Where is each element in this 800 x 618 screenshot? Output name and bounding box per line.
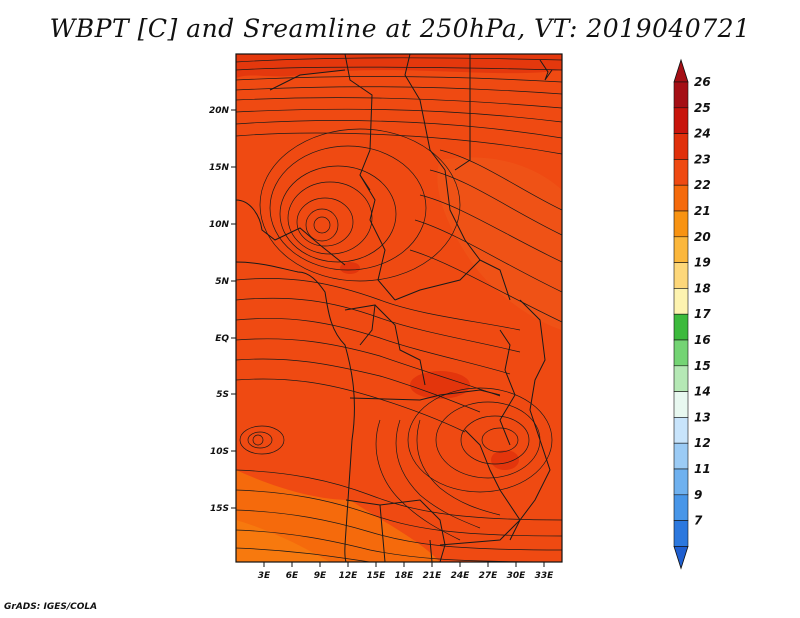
colorbar-label: 17 (694, 307, 711, 321)
map-frame (235, 53, 563, 563)
colorbar-swatch (673, 442, 689, 470)
lon-label: 9E (314, 571, 327, 581)
lon-label: 21E (423, 571, 443, 581)
colorbar-label: 24 (694, 127, 711, 141)
lat-label: 15S (210, 504, 229, 514)
colorbar-swatch (673, 365, 689, 392)
lat-label: 10S (210, 447, 229, 457)
lon-label: 33E (535, 571, 555, 581)
colorbar-swatch (673, 313, 689, 341)
lon-label: 12E (339, 571, 359, 581)
colorbar-swatch (673, 133, 689, 160)
colorbar-swatch (673, 210, 689, 238)
grads-credit: GrADS: IGES/COLA (4, 602, 98, 612)
lat-label: 5S (216, 390, 229, 400)
colorbar-label: 23 (694, 152, 711, 166)
colorbar-swatch (673, 159, 689, 186)
lat-label: 15N (209, 163, 230, 173)
colorbar-swatch (673, 184, 689, 212)
colorbar-swatch (673, 339, 689, 367)
colorbar-label: 14 (694, 385, 711, 399)
lat-label: EQ (215, 334, 229, 344)
colorbar-swatch (673, 468, 689, 496)
colorbar-label: 12 (694, 436, 711, 450)
colorbar-swatch (673, 107, 689, 134)
colorbar-label: 20 (694, 230, 711, 244)
colorbar-label: 26 (694, 75, 711, 89)
colorbar-swatch (673, 288, 689, 315)
colorbar-label: 13 (694, 410, 711, 424)
lat-label: 20N (209, 106, 230, 116)
colorbar-label: 21 (694, 204, 711, 218)
colorbar-swatch (673, 81, 689, 109)
lon-label: 3E (258, 571, 271, 581)
colorbar-swatch (673, 391, 689, 418)
lon-label: 6E (286, 571, 299, 581)
lat-label: 10N (209, 220, 230, 230)
colorbar-label: 16 (694, 333, 711, 347)
wbpt-field (236, 54, 562, 562)
lon-label: 18E (395, 571, 415, 581)
lon-axis: 3E 6E 9E 12E 15E 18E 21E 24E 27E 30E 33E (258, 562, 554, 581)
colorbar-swatch (673, 520, 689, 547)
colorbar-swatch (673, 494, 689, 521)
colorbar-swatch (673, 236, 689, 263)
map-title: WBPT [C] and Sreamline at 250hPa, VT: 20… (49, 14, 751, 43)
lon-label: 27E (479, 571, 499, 581)
colorbar-bottom-arrow (673, 546, 689, 570)
colorbar-top-arrow (673, 58, 689, 83)
colorbar-swatch (673, 262, 689, 289)
lat-label: 5N (215, 277, 229, 287)
lon-label: 15E (367, 571, 387, 581)
lat-axis: 20N 15N 10N 5N EQ 5S 10S 15S (209, 106, 236, 514)
colorbar-label: 7 (694, 514, 703, 528)
colorbar-label: 18 (694, 281, 711, 295)
colorbar-label: 25 (694, 101, 711, 115)
streamlines (236, 57, 562, 562)
lon-label: 24E (451, 571, 471, 581)
colorbar-label: 9 (694, 488, 702, 502)
lon-label: 30E (507, 571, 527, 581)
colorbar: 26 25 24 23 22 21 20 19 18 17 16 15 14 13 12 11 9 7 (673, 58, 711, 570)
colorbar-label: 15 (694, 359, 711, 373)
colorbar-label: 11 (694, 462, 711, 476)
colorbar-label: 22 (694, 178, 711, 192)
colorbar-swatch (673, 417, 689, 444)
country-borders (236, 54, 553, 562)
colorbar-label: 19 (694, 256, 711, 270)
